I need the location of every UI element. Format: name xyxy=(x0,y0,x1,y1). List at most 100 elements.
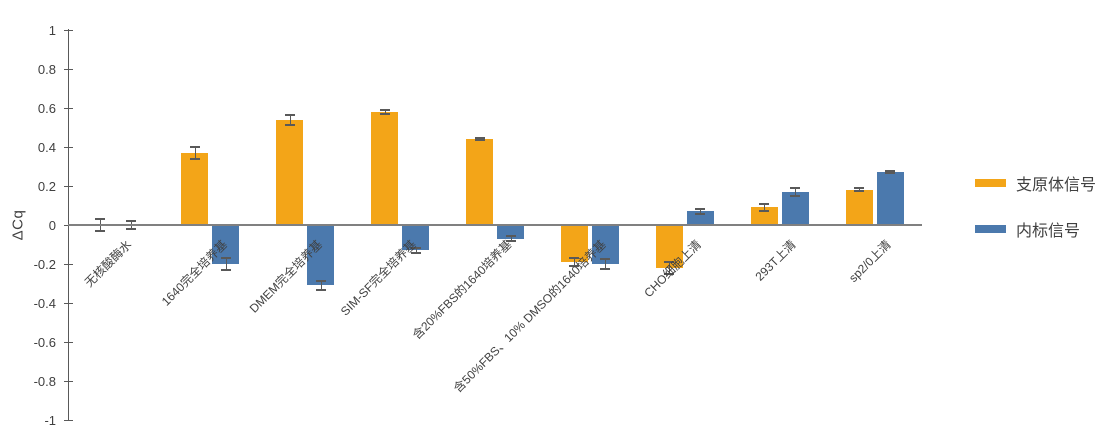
error-bar-cap xyxy=(790,186,801,189)
y-tick-mark xyxy=(64,420,73,421)
legend-label: 内标信号 xyxy=(1016,223,1081,240)
bar-mycoplasma-signal xyxy=(276,119,304,225)
y-tick-mark xyxy=(64,381,73,382)
error-bar-cap xyxy=(600,258,611,261)
legend-item-mycoplasma-signal: 支原体信号 xyxy=(975,173,1097,194)
error-bar-cap xyxy=(885,170,896,173)
error-bar-cap xyxy=(790,194,801,197)
bar-mycoplasma-signal xyxy=(466,139,493,225)
error-bar-cap xyxy=(220,257,231,260)
y-tick-label: 0.4 xyxy=(37,140,56,155)
category-label: 含20%FBS的1640培养基 xyxy=(409,237,515,343)
error-bar-cap xyxy=(854,190,865,193)
error-bar-line xyxy=(669,262,671,274)
bar-mycoplasma-signal xyxy=(655,225,683,268)
error-bar-line xyxy=(384,109,386,114)
error-bar-line xyxy=(510,236,512,241)
error-bar-cap xyxy=(854,187,865,190)
error-bar-cap xyxy=(474,137,485,140)
error-bar-cap xyxy=(505,235,516,238)
error-bar-cap xyxy=(410,251,421,254)
error-bar-line xyxy=(859,188,861,192)
bar-mycoplasma-signal xyxy=(845,189,873,225)
category-label: 1640完全培养基 xyxy=(158,237,230,309)
y-tick-mark xyxy=(64,30,73,31)
error-bar-cap xyxy=(885,172,896,175)
error-bar-cap xyxy=(759,209,770,212)
error-bar-cap xyxy=(379,112,390,115)
bar-mycoplasma-signal xyxy=(560,225,588,263)
error-bar-line xyxy=(194,147,196,159)
error-bar-cap xyxy=(94,218,105,221)
bar-mycoplasma-signal xyxy=(181,152,209,225)
bar-internal-control-signal xyxy=(781,191,809,225)
error-bar-cap xyxy=(759,202,770,205)
category-label: sp2/0上清 xyxy=(846,237,894,286)
error-bar-cap xyxy=(664,261,675,264)
error-bar-cap xyxy=(220,268,231,271)
error-bar-cap xyxy=(284,113,295,116)
category-label: 含50%FBS、10% DMSO的1640培养基 xyxy=(451,237,610,396)
y-tick-label: -0.6 xyxy=(33,335,56,350)
y-tick-mark xyxy=(64,264,73,265)
y-tick-mark xyxy=(64,147,73,148)
error-bar-cap xyxy=(189,146,200,148)
legend-label: 支原体信号 xyxy=(1016,177,1097,194)
y-tick-label: -0.4 xyxy=(33,296,56,311)
error-bar-cap xyxy=(125,227,136,230)
y-tick-label: -1 xyxy=(44,413,56,428)
y-tick-label: 0 xyxy=(48,218,56,233)
error-bar-line xyxy=(795,187,797,196)
error-bar-cap xyxy=(189,157,200,160)
bar-internal-control-signal xyxy=(686,211,714,225)
error-bar-cap xyxy=(315,279,326,282)
error-bar-cap xyxy=(505,239,516,242)
error-bar-line xyxy=(574,258,576,266)
y-tick-label: 0.8 xyxy=(37,62,56,77)
category-label: SIM-SF完全培养基 xyxy=(338,237,420,319)
error-bar-line xyxy=(605,259,607,269)
error-bar-cap xyxy=(664,272,675,275)
y-tick-mark xyxy=(64,108,73,109)
error-bar-cap xyxy=(125,220,136,223)
bar-internal-control-signal xyxy=(402,225,430,251)
legend-swatch-internal-control-signal xyxy=(975,225,1006,233)
bar-mycoplasma-signal xyxy=(750,207,778,225)
error-bar-line xyxy=(764,203,766,211)
y-tick-mark xyxy=(64,186,73,187)
error-bar-cap xyxy=(410,247,421,249)
error-bar-cap xyxy=(695,208,706,210)
category-label: 无核酸酶水 xyxy=(82,237,135,290)
error-bar-cap xyxy=(569,264,580,267)
bar-internal-control-signal xyxy=(876,172,904,225)
y-tick-label: 1 xyxy=(48,23,56,38)
error-bar-cap xyxy=(569,257,580,260)
bar-internal-control-signal xyxy=(307,225,335,286)
category-label: 293T上清 xyxy=(752,237,799,284)
error-bar-cap xyxy=(600,267,611,270)
error-bar-line xyxy=(700,209,702,214)
zero-line xyxy=(68,224,922,226)
y-tick-mark xyxy=(64,342,73,343)
error-bar-cap xyxy=(379,108,390,111)
bar-mycoplasma-signal xyxy=(371,111,399,225)
bar-internal-control-signal xyxy=(497,225,524,239)
error-bar-line xyxy=(225,258,227,270)
y-tick-label: 0.2 xyxy=(37,179,56,194)
error-bar-line xyxy=(415,248,417,253)
error-bar-cap xyxy=(315,289,326,292)
error-bar-cap xyxy=(474,139,485,142)
y-tick-label: 0.6 xyxy=(37,101,56,116)
error-bar-cap xyxy=(94,229,105,232)
y-tick-mark xyxy=(64,69,73,70)
legend-item-internal-control-signal: 内标信号 xyxy=(975,219,1081,240)
y-tick-label: -0.8 xyxy=(33,374,56,389)
error-bar-cap xyxy=(284,123,295,126)
error-bar-line xyxy=(320,280,322,291)
error-bar-line xyxy=(289,114,291,125)
legend-swatch-mycoplasma-signal xyxy=(975,179,1006,187)
bar-internal-control-signal xyxy=(591,225,619,264)
error-bar-cap xyxy=(695,212,706,215)
y-tick-label: -0.2 xyxy=(33,257,56,272)
